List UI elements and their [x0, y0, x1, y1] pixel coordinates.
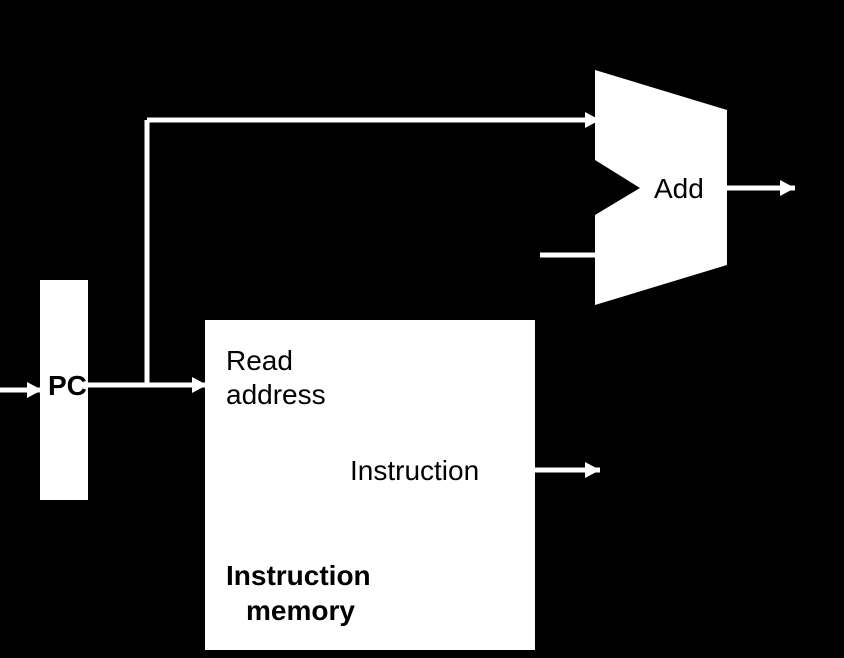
instruction-output-label: Instruction [350, 455, 479, 486]
read-address-label-1: Read [226, 345, 293, 376]
imem-name-1: Instruction [226, 560, 371, 591]
read-address-label-2: address [226, 379, 326, 410]
arrow-pc-in [27, 382, 42, 398]
arrow-instruction-out [585, 462, 600, 478]
arrow-adder-out [780, 180, 795, 196]
imem-name-2: memory [246, 595, 355, 626]
pc-label: PC [48, 370, 87, 401]
adder-label: Add [654, 173, 704, 204]
arrow-pc-to-imem [192, 377, 207, 393]
